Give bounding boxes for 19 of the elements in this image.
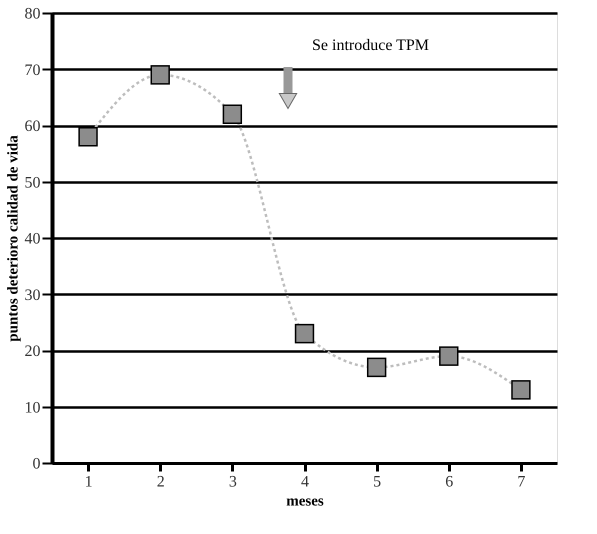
y-tick-label: 80 <box>24 6 40 22</box>
y-tick-label: 60 <box>24 118 40 135</box>
y-tick-label: 0 <box>32 456 40 472</box>
x-axis-title: meses <box>286 494 324 510</box>
x-tick-label: 2 <box>156 474 165 490</box>
x-tick-label: 3 <box>228 474 237 490</box>
x-tick-label: 7 <box>517 474 526 490</box>
y-tick-label: 50 <box>24 174 40 192</box>
y-tick-label: 20 <box>24 343 40 360</box>
x-tick-label: 6 <box>445 474 454 490</box>
y-tick-label: 40 <box>24 230 40 248</box>
annotation: Se introduce TPM <box>312 37 430 54</box>
y-tick-label: 30 <box>24 286 40 304</box>
y-tick-label: 70 <box>24 62 40 79</box>
x-tick-label: 5 <box>373 474 382 490</box>
y-tick-label: 10 <box>24 399 40 416</box>
x-tick-label: 4 <box>301 474 309 490</box>
x-tick-label: 1 <box>84 474 93 490</box>
y-axis-title: puntos deterioro calidad de vida <box>6 134 22 342</box>
